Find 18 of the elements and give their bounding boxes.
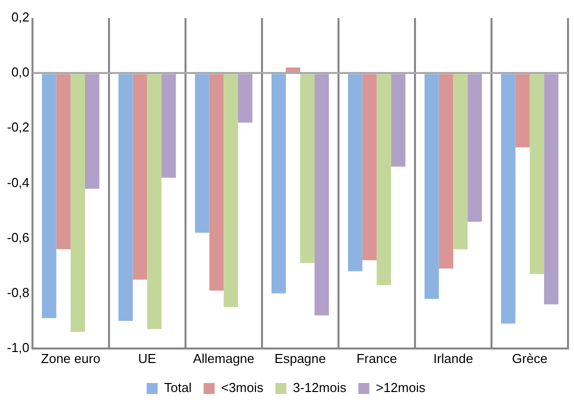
legend-label: 3-12mois xyxy=(292,380,347,396)
x-tick-label: Allemagne xyxy=(192,350,254,366)
legend-label: >12mois xyxy=(376,380,426,396)
x-tick-label: Irlande xyxy=(433,350,474,366)
x-tick-label: UE xyxy=(138,350,157,366)
y-tick-label: 0,2 xyxy=(11,10,30,25)
y-tick-label: 0,0 xyxy=(11,64,30,80)
x-tick-label: France xyxy=(356,350,397,366)
x-tick-label: Zone euro xyxy=(41,350,100,366)
x-tick-label: Grèce xyxy=(512,350,548,366)
y-tick-label: -0,2 xyxy=(6,120,30,135)
legend-label: <3mois xyxy=(221,380,264,396)
y-tick-label: -0,6 xyxy=(6,230,30,245)
legend-label: Total xyxy=(164,380,192,396)
y-tick-label: -0,4 xyxy=(6,174,30,190)
y-tick-label: -0,8 xyxy=(6,284,30,300)
x-tick-label: Espagne xyxy=(274,350,326,366)
y-tick-label: -1,0 xyxy=(6,340,30,355)
